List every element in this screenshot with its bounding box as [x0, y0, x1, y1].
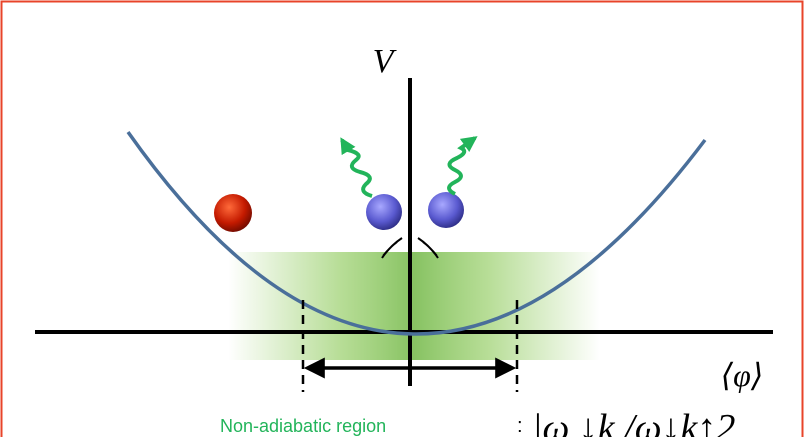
caption-separator: : — [517, 415, 523, 437]
potential-label: V — [373, 43, 398, 80]
frame — [2, 2, 803, 437]
caption-region: Non-adiabatic region — [220, 416, 386, 436]
blue-particle — [366, 194, 402, 230]
caption-condition: |ω ↓k /ω↓k↑2 — [532, 407, 735, 437]
blue-particle — [428, 192, 464, 228]
diagram: V ⟨φ⟩ Non-adiabatic region : |ω ↓k /ω↓k↑… — [0, 0, 804, 437]
region-shade — [228, 252, 600, 360]
red-particle — [214, 194, 252, 232]
field-label: ⟨φ⟩ — [721, 357, 764, 393]
emission-wave — [449, 138, 475, 194]
emission-wave — [342, 140, 372, 196]
